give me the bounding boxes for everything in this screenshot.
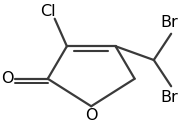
Text: Br: Br [161, 90, 179, 105]
Text: Cl: Cl [40, 4, 55, 19]
Text: O: O [2, 71, 14, 86]
Text: O: O [85, 108, 98, 122]
Text: Br: Br [161, 15, 179, 30]
